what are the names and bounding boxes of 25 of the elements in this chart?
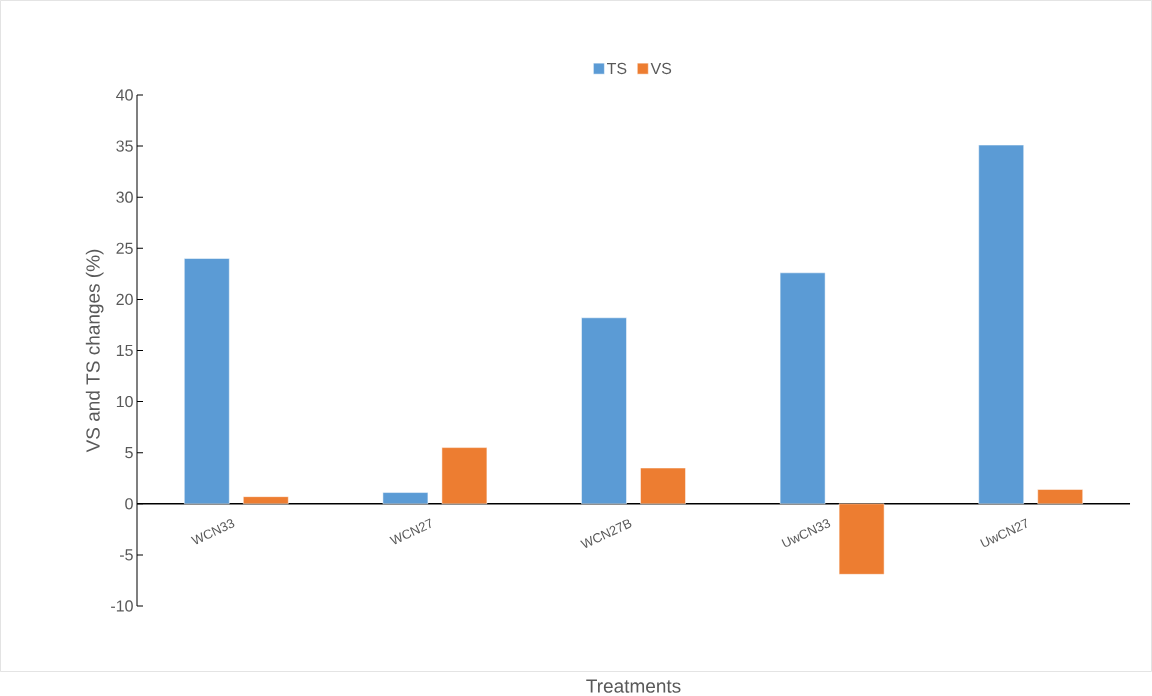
y-tick-label: 25 xyxy=(116,242,133,254)
y-tick-label: 20 xyxy=(116,293,133,306)
y-tick-label: 30 xyxy=(116,191,133,203)
legend-label: TS xyxy=(607,62,627,75)
bar xyxy=(838,503,885,575)
bar xyxy=(779,272,826,504)
x-axis-title: Treatments xyxy=(586,679,681,693)
y-tick-label: 15 xyxy=(116,344,133,357)
legend-label: VS xyxy=(650,62,672,75)
y-tick-label: 0 xyxy=(125,498,133,510)
y-tick-label: 40 xyxy=(116,89,133,101)
bar xyxy=(978,144,1024,504)
y-tick-label: 5 xyxy=(125,447,133,459)
bar xyxy=(1037,489,1083,504)
bar xyxy=(184,258,230,504)
y-tick-label: 10 xyxy=(116,395,133,408)
bar xyxy=(581,317,627,504)
bar xyxy=(640,467,686,504)
y-tick-label: 35 xyxy=(116,140,133,152)
y-tick-label: -10 xyxy=(111,600,133,612)
bar xyxy=(441,447,488,504)
bar xyxy=(382,492,429,504)
y-tick-label: -5 xyxy=(119,549,133,561)
bar xyxy=(243,496,289,504)
y-axis-title: VS and TS changes (%) xyxy=(85,249,104,453)
